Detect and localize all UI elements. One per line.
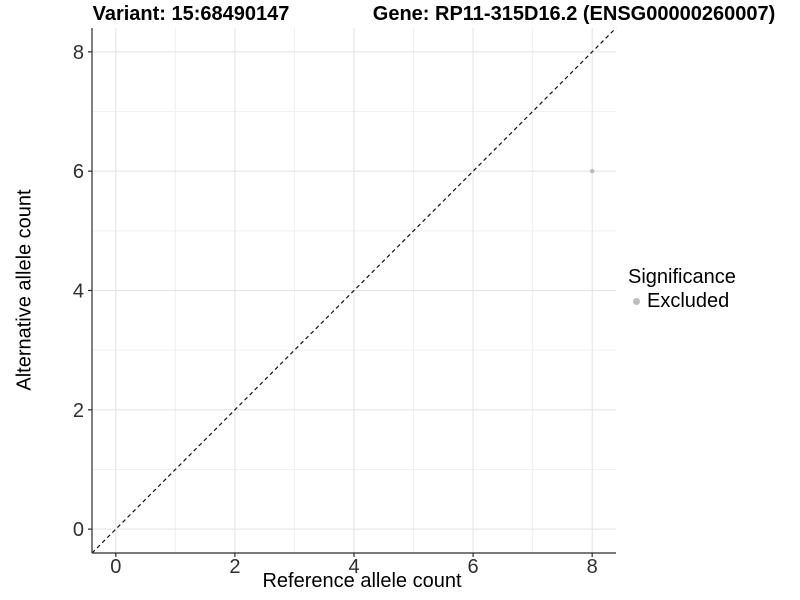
y-axis-label: Alternative allele count: [13, 189, 36, 391]
legend-title: Significance: [628, 266, 736, 288]
legend-key-dot-icon: [633, 298, 640, 305]
plot-title-gene: Gene: RP11-315D16.2 (ENSG00000260007): [372, 3, 776, 25]
y-tick-label: 6: [73, 161, 84, 183]
x-tick-label: 8: [587, 556, 598, 578]
legend: Significance Excluded: [628, 266, 736, 313]
x-tick-label: 2: [229, 556, 240, 578]
data-point: [589, 168, 595, 174]
x-tick-label: 6: [468, 556, 479, 578]
legend-entry-label: Excluded: [647, 290, 730, 312]
y-tick-label: 2: [73, 400, 84, 422]
y-tick-label: 0: [73, 519, 84, 541]
x-axis-label: Reference allele count: [262, 570, 462, 592]
identity-reference-line: [91, 27, 617, 554]
x-tick-label: 4: [348, 556, 359, 578]
y-tick-label: 4: [73, 281, 84, 303]
y-tick-label: 8: [73, 42, 84, 64]
x-tick-label: 0: [110, 556, 121, 578]
legend-entry-excluded: Excluded: [628, 290, 736, 313]
plot-title-variant: Variant: 15:68490147: [92, 3, 290, 25]
